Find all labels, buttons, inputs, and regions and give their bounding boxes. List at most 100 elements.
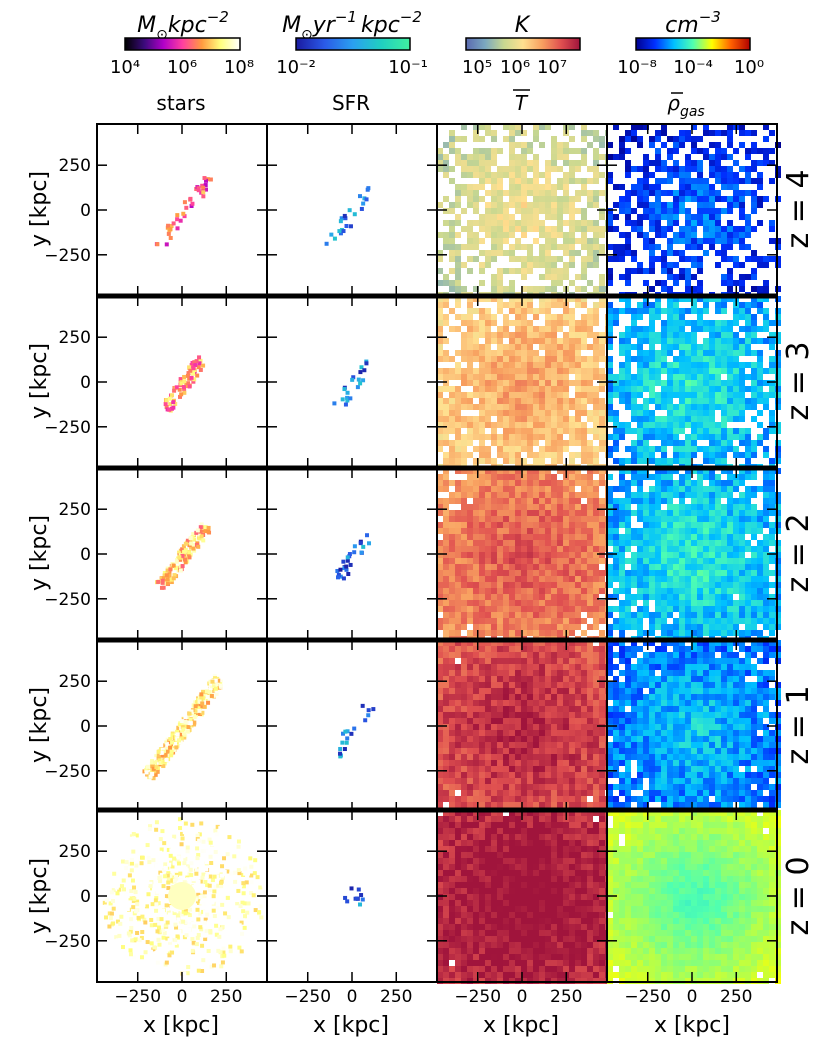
heatmap-cell — [637, 314, 643, 320]
heatmap-cell — [191, 368, 196, 373]
heatmap-cell — [539, 528, 545, 534]
heatmap-cell — [715, 600, 721, 606]
heatmap-cell — [667, 516, 673, 522]
heatmap-cell — [557, 606, 563, 612]
heatmap-cell — [631, 332, 637, 338]
heatmap-cell — [607, 504, 613, 510]
heatmap-cell — [533, 670, 539, 676]
heatmap-cell — [763, 510, 769, 516]
heatmap-cell — [667, 226, 673, 232]
heatmap-cell — [631, 374, 637, 380]
heatmap-cell — [527, 474, 533, 480]
heatmap-cell — [485, 256, 491, 262]
heatmap-cell — [649, 142, 655, 148]
heatmap-cell — [655, 540, 661, 546]
heatmap-cell — [347, 552, 352, 557]
heatmap-cell — [727, 510, 733, 516]
heatmap-cell — [497, 268, 503, 274]
heatmap-cell — [631, 268, 637, 274]
heatmap-cell — [727, 582, 733, 588]
heatmap-cell — [485, 232, 491, 238]
heatmap-cell — [715, 564, 721, 570]
heatmap-cell — [599, 440, 605, 446]
heatmap-cell — [613, 308, 619, 314]
heatmap-cell — [160, 578, 165, 583]
heatmap-cell — [497, 410, 503, 416]
heatmap-cell — [739, 612, 745, 618]
heatmap-cell — [449, 582, 455, 588]
heatmap-cell — [569, 624, 575, 630]
heatmap-cell — [551, 516, 557, 522]
heatmap-cell — [587, 262, 593, 268]
heatmap-cell — [348, 224, 353, 229]
heatmap-cell — [461, 498, 467, 504]
heatmap-cell — [479, 172, 485, 178]
heatmap-cell — [545, 410, 551, 416]
heatmap-cell — [649, 374, 655, 380]
heatmap-cell — [679, 380, 685, 386]
heatmap-cell — [551, 344, 557, 350]
heatmap-cell — [181, 385, 186, 390]
heatmap-cell — [521, 196, 527, 202]
heatmap-cell — [593, 564, 599, 570]
heatmap-cell — [455, 326, 461, 332]
heatmap-cell — [733, 534, 739, 540]
heatmap-cell — [721, 446, 727, 452]
heatmap-cell — [697, 428, 703, 434]
heatmap-cell — [455, 558, 461, 564]
heatmap-cell — [557, 700, 563, 706]
heatmap-cell — [557, 658, 563, 664]
heatmap-cell — [619, 338, 625, 344]
heatmap-cell — [691, 356, 697, 362]
heatmap-cell — [739, 202, 745, 208]
heatmap-cell — [593, 226, 599, 232]
heatmap-cell — [491, 576, 497, 582]
heatmap-cell — [461, 600, 467, 606]
heatmap-cell — [467, 374, 473, 380]
heatmap-cell — [643, 416, 649, 422]
heatmap-cell — [503, 546, 509, 552]
heatmap-cell — [599, 250, 605, 256]
heatmap-cell — [521, 302, 527, 308]
heatmap-cell — [539, 588, 545, 594]
heatmap-cell — [655, 606, 661, 612]
heatmap-cell — [497, 172, 503, 178]
heatmap-cell — [637, 510, 643, 516]
heatmap-cell — [637, 190, 643, 196]
heatmap-cell — [563, 404, 569, 410]
heatmap-cell — [455, 446, 461, 452]
heatmap-cell — [703, 250, 709, 256]
heatmap-cell — [581, 392, 587, 398]
heatmap-cell — [685, 534, 691, 540]
heatmap-cell — [539, 232, 545, 238]
heatmap-cell — [649, 474, 655, 480]
heatmap-cell — [649, 190, 655, 196]
heatmap-cell — [485, 250, 491, 256]
heatmap-cell — [691, 350, 697, 356]
heatmap-cell — [769, 528, 775, 534]
heatmap-cell — [757, 612, 763, 618]
heatmap-cell — [182, 374, 187, 379]
heatmap-cell — [461, 452, 467, 458]
heatmap-cell — [575, 528, 581, 534]
heatmap-cell — [545, 600, 551, 606]
heatmap-cell — [503, 190, 509, 196]
heatmap-cell — [503, 344, 509, 350]
heatmap-cell — [593, 302, 599, 308]
heatmap-cell — [757, 564, 763, 570]
heatmap-cell — [539, 124, 545, 130]
heatmap-cell — [515, 172, 521, 178]
heatmap-cell — [739, 440, 745, 446]
heatmap-cell — [205, 703, 210, 708]
heatmap-cell — [503, 446, 509, 452]
heatmap-cell — [210, 679, 215, 684]
heatmap-cell — [721, 208, 727, 214]
heatmap-cell — [479, 606, 485, 612]
heatmap-cell — [545, 522, 551, 528]
heatmap-cell — [593, 694, 599, 700]
heatmap-cell — [332, 236, 337, 241]
heatmap-cell — [473, 238, 479, 244]
heatmap-cell — [751, 142, 757, 148]
heatmap-cell — [691, 344, 697, 350]
heatmap-cell — [607, 308, 613, 314]
